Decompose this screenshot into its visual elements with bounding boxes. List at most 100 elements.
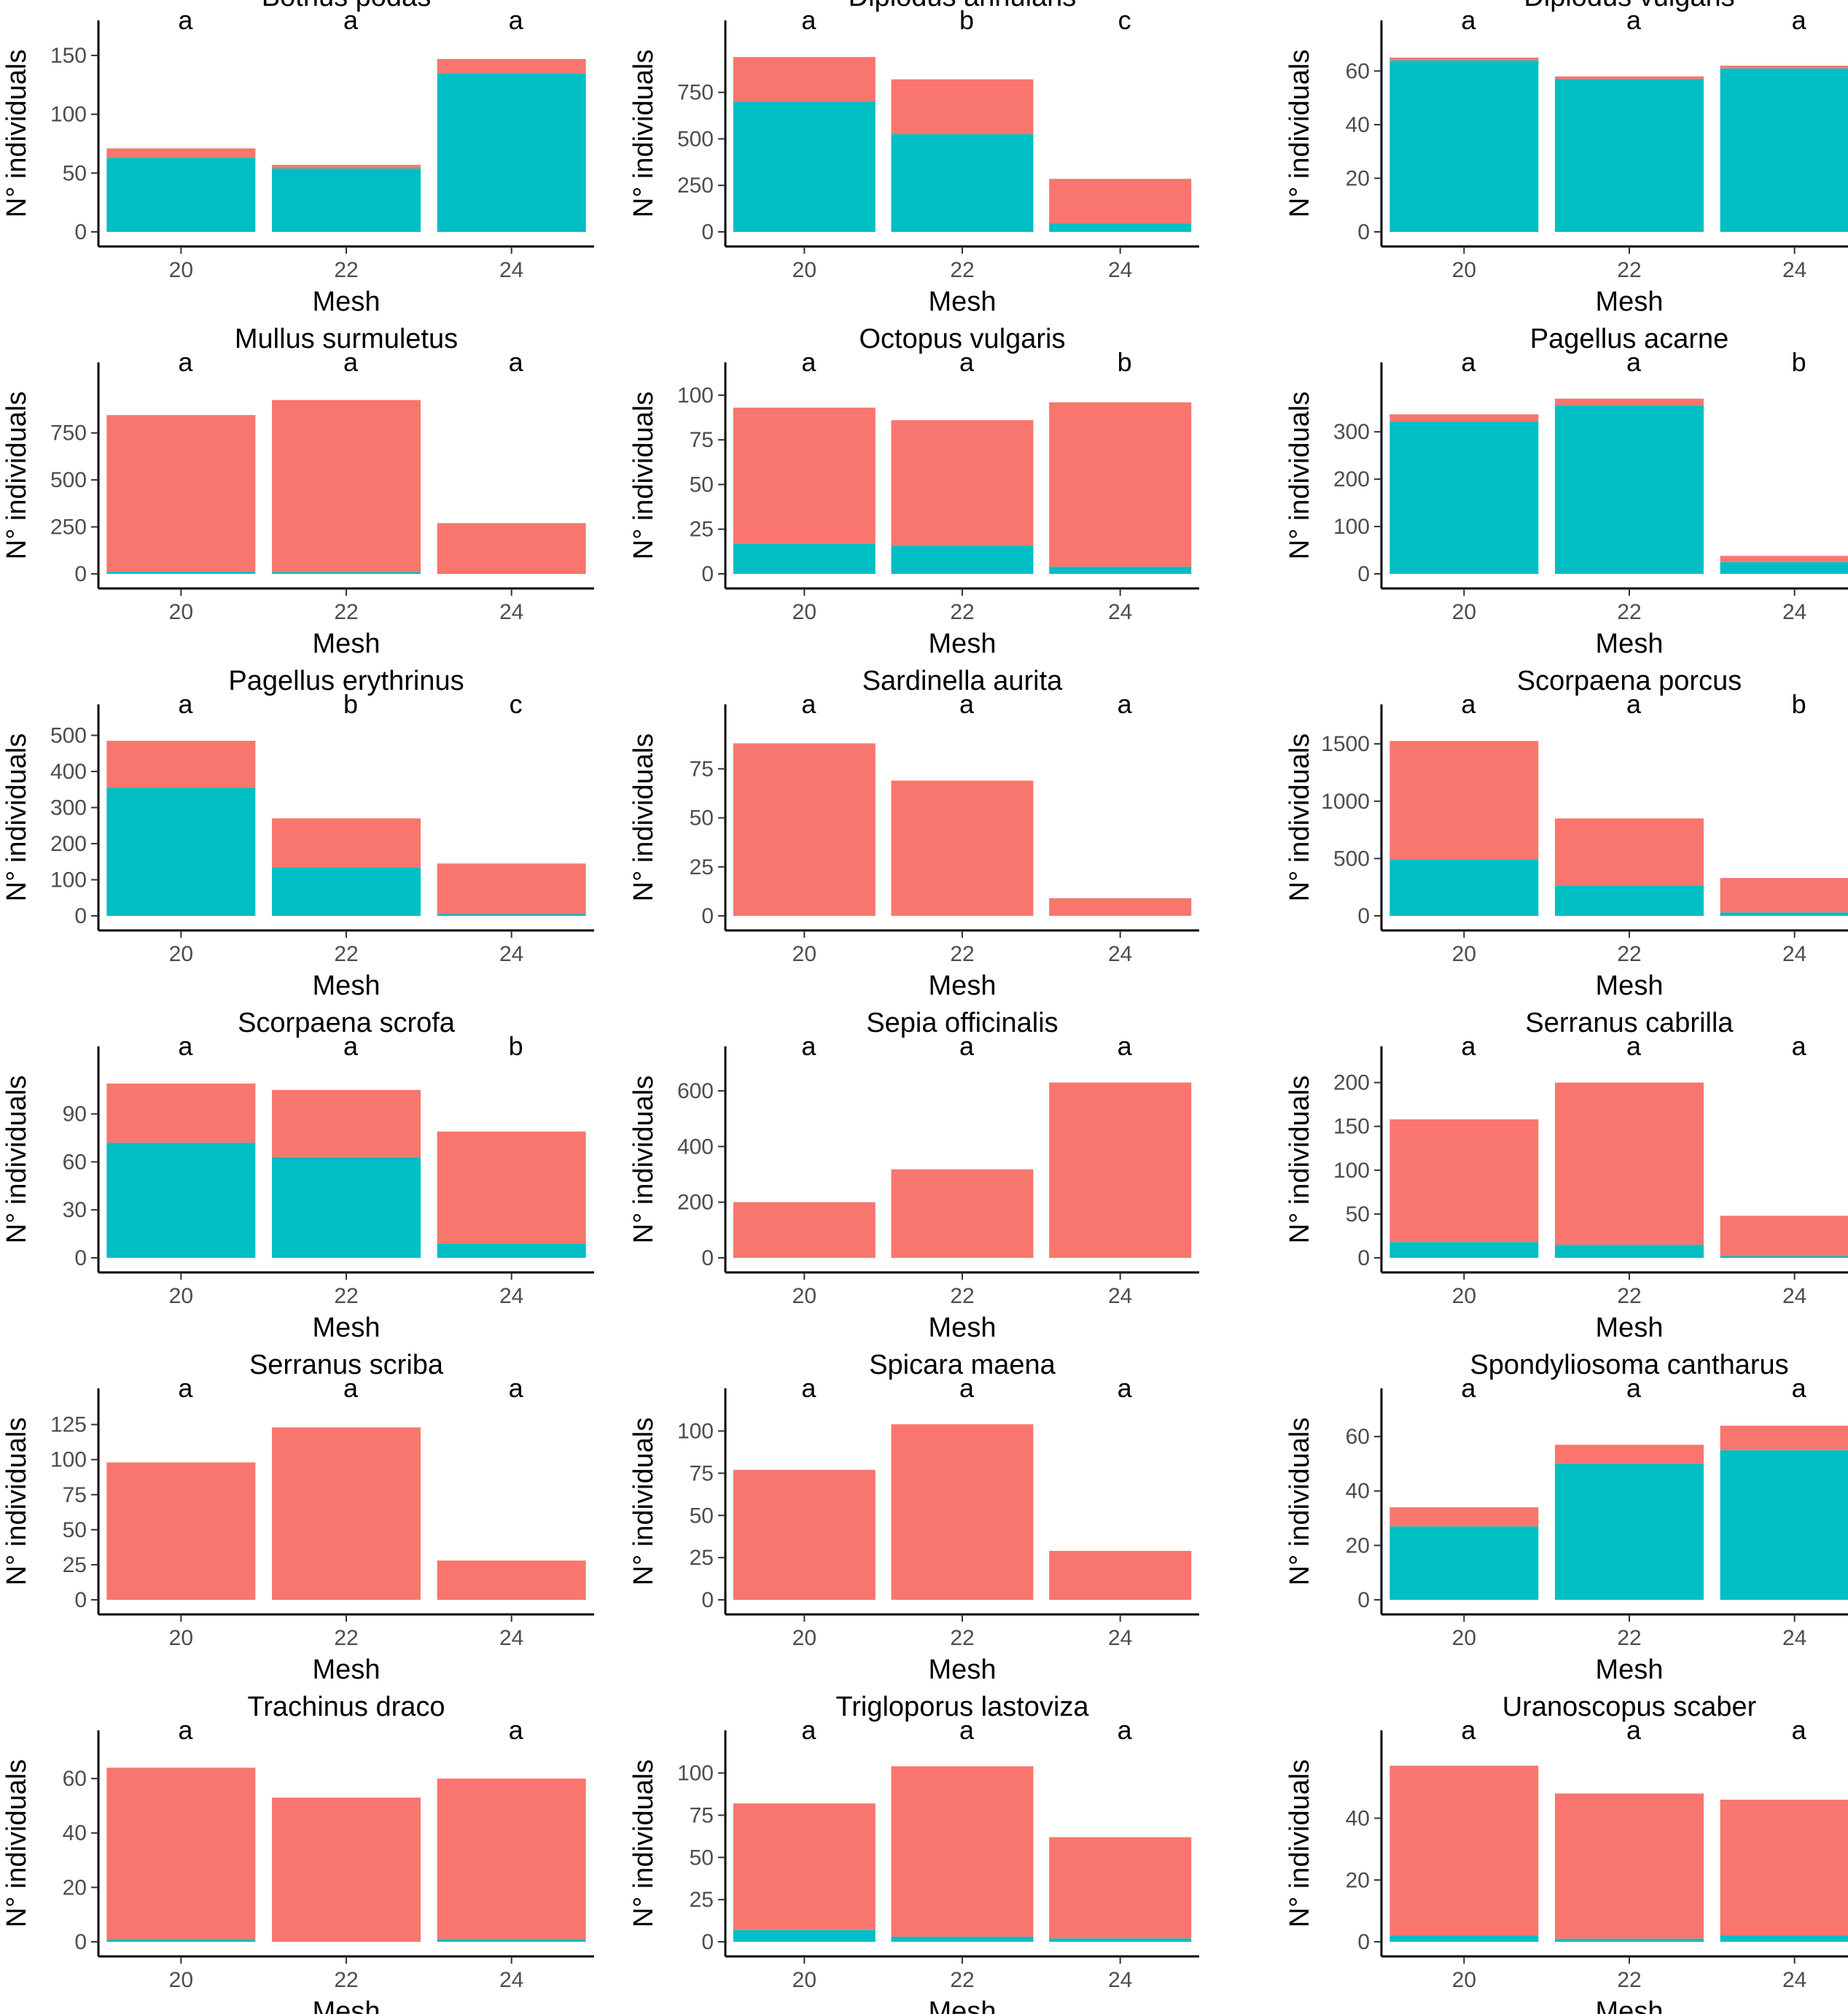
y-tick-label: 40 [1346, 1807, 1370, 1831]
significance-letter: a [959, 689, 975, 719]
bar-salmon-20 [106, 415, 256, 572]
x-tick-label: 24 [1108, 600, 1132, 624]
y-tick-label: 100 [1333, 515, 1370, 539]
x-tick-label: 24 [1782, 1626, 1806, 1650]
bar-salmon-20 [1389, 1119, 1539, 1243]
x-tick-label: 24 [1108, 942, 1132, 966]
bar-salmon-22 [891, 420, 1034, 545]
bar-teal-20 [106, 571, 256, 574]
significance-letter: c [510, 689, 523, 719]
x-tick-label: 24 [1108, 1968, 1132, 1992]
y-tick-label: 100 [677, 1762, 714, 1786]
y-tick-label: 75 [690, 1803, 714, 1827]
panel-title: Diplodus annularis [849, 0, 1077, 12]
panel-title: Spicara maena [869, 1350, 1056, 1380]
x-tick-label: 24 [1782, 942, 1806, 966]
bar-salmon-20 [106, 1462, 256, 1600]
y-tick-label: 20 [63, 1875, 87, 1900]
y-tick-label: 1000 [1321, 790, 1370, 814]
significance-letter: a [959, 347, 975, 377]
y-tick-label: 25 [690, 1888, 714, 1912]
x-tick-label: 22 [1617, 1284, 1641, 1308]
panel-11: Sepia officinalis 0 200 400 600 20 a 22 a 24 a Mesh… [628, 1008, 1199, 1343]
y-axis-label: N° individuals [1, 1076, 32, 1244]
y-tick-label: 500 [50, 468, 87, 492]
bar-salmon-24 [1049, 1550, 1192, 1600]
significance-letter: a [343, 1373, 359, 1403]
panel-title: Octopus vulgaris [859, 324, 1065, 354]
bar-teal-24 [1049, 1938, 1192, 1942]
significance-letter: a [1118, 689, 1133, 719]
bar-teal-22 [1555, 1244, 1704, 1258]
panel-title: Trachinus draco [247, 1692, 445, 1722]
bar-teal-20 [733, 101, 876, 232]
x-tick-label: 24 [499, 1626, 523, 1650]
x-tick-label: 20 [792, 1626, 816, 1650]
x-tick-label: 22 [950, 942, 974, 966]
significance-letter: a [801, 689, 816, 719]
significance-letter: a [1461, 1373, 1476, 1403]
y-tick-label: 0 [1357, 1246, 1370, 1270]
bar-salmon-22 [272, 818, 421, 868]
x-tick-label: 20 [169, 1626, 193, 1650]
y-tick-label: 0 [1357, 1930, 1370, 1954]
significance-letter: a [959, 1373, 975, 1403]
y-tick-label: 125 [50, 1413, 87, 1437]
significance-letter: a [178, 1715, 193, 1745]
y-tick-label: 100 [50, 868, 87, 892]
significance-letter: a [1461, 5, 1476, 35]
y-tick-label: 200 [1333, 1071, 1370, 1095]
x-tick-label: 22 [950, 1284, 974, 1308]
x-axis-label: Mesh [1596, 1313, 1664, 1343]
y-tick-label: 200 [50, 832, 87, 856]
bar-teal-24 [1049, 223, 1192, 232]
x-tick-label: 22 [1617, 600, 1641, 624]
panel-13: Serranus scriba 0 25 50 75 100 125 20 a 22 a 24 a Mes… [1, 1350, 594, 1685]
y-tick-label: 0 [74, 220, 87, 244]
significance-letter: a [509, 1715, 524, 1745]
significance-letter: b [959, 5, 974, 35]
bar-teal-20 [1389, 1242, 1539, 1258]
bar-salmon-20 [733, 1202, 876, 1258]
x-axis-label: Mesh [929, 971, 997, 1001]
panel-title: Sardinella aurita [862, 666, 1063, 696]
y-tick-label: 50 [690, 806, 714, 831]
panel-7: Pagellus erythrinus 0 100 200 300 400 500 20 a 22… [1, 666, 594, 1001]
bar-salmon-24 [1049, 402, 1192, 567]
bar-teal-24 [437, 914, 586, 916]
x-axis-label: Mesh [313, 1313, 381, 1343]
x-axis-label: Mesh [929, 629, 997, 659]
y-axis-label: N° individuals [1, 1760, 32, 1928]
y-tick-label: 60 [1346, 1425, 1370, 1449]
bar-salmon-20 [733, 1469, 876, 1600]
bar-teal-20 [1389, 60, 1539, 233]
significance-letter: a [509, 5, 524, 35]
y-tick-label: 90 [63, 1103, 87, 1127]
bar-salmon-24 [437, 1131, 586, 1244]
panel-3: Diplodus vulgaris 0 20 40 60 20 a 22 a 24 a Mesh N° … [1284, 0, 1848, 317]
x-axis-label: Mesh [1596, 629, 1664, 659]
y-tick-label: 0 [701, 220, 714, 244]
x-tick-label: 24 [1108, 1626, 1132, 1650]
y-tick-label: 0 [1357, 1588, 1370, 1612]
bar-salmon-24 [1720, 1426, 1848, 1450]
y-axis-label: N° individuals [1284, 50, 1315, 218]
y-tick-label: 50 [1346, 1202, 1370, 1226]
y-tick-label: 0 [1357, 220, 1370, 244]
y-axis-label: N° individuals [1, 392, 32, 560]
panel-title: Pagellus erythrinus [228, 666, 464, 696]
y-axis-label: N° individuals [1, 734, 32, 902]
y-axis-label: N° individuals [1284, 1418, 1315, 1586]
panel-title: Scorpaena porcus [1517, 666, 1742, 696]
bar-teal-20 [106, 158, 256, 232]
y-tick-label: 200 [677, 1191, 714, 1215]
significance-letter: a [1461, 347, 1476, 377]
x-tick-label: 22 [1617, 1626, 1641, 1650]
x-tick-label: 22 [1617, 942, 1641, 966]
x-tick-label: 22 [334, 600, 358, 624]
y-tick-label: 500 [1333, 847, 1370, 871]
significance-letter: b [343, 689, 358, 719]
y-tick-label: 0 [74, 1930, 87, 1954]
y-tick-label: 1500 [1321, 732, 1370, 756]
